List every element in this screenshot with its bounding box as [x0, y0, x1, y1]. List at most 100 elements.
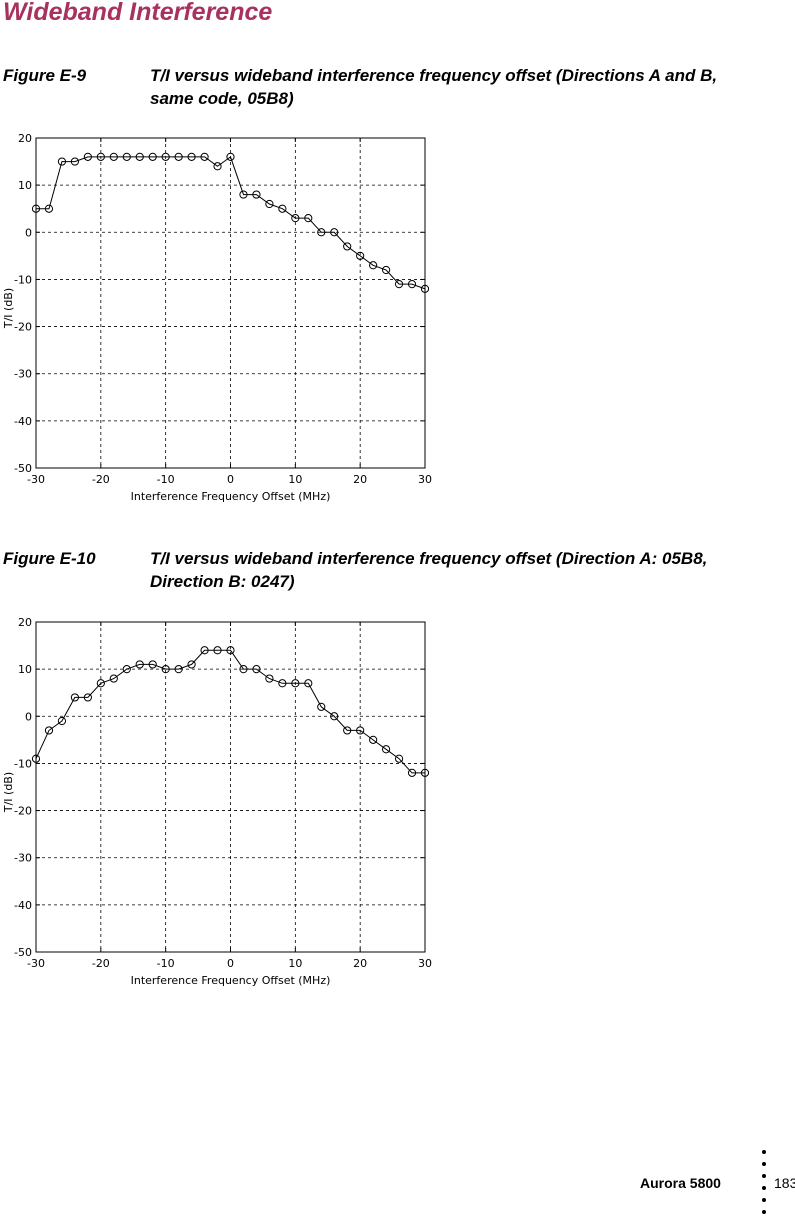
- figure-label: Figure E-10: [3, 549, 96, 568]
- data-point: [226, 152, 235, 161]
- data-point: [407, 768, 417, 777]
- data-point: [174, 665, 183, 674]
- page-number: 183: [774, 1175, 795, 1191]
- data-point: [44, 726, 54, 735]
- data-point: [213, 162, 222, 171]
- data-point: [382, 745, 391, 754]
- figure-caption-text: T/I versus wideband interference frequen…: [150, 66, 718, 108]
- data-point: [135, 660, 144, 669]
- data-point: [369, 261, 378, 270]
- y-tick-label: -10: [14, 273, 32, 286]
- y-tick-label: 10: [18, 179, 32, 192]
- data-point: [187, 660, 196, 669]
- data-point: [343, 242, 352, 251]
- data-point: [109, 674, 118, 683]
- data-point: [343, 726, 352, 735]
- data-point: [109, 152, 118, 161]
- y-tick-label: -40: [14, 899, 32, 912]
- data-point: [407, 280, 417, 289]
- y-tick-label: -30: [14, 368, 32, 381]
- data-point: [83, 693, 92, 702]
- x-axis-label: Interference Frequency Offset (MHz): [131, 490, 331, 503]
- series-line: [36, 156, 426, 290]
- series-line: [35, 649, 425, 774]
- figure-caption-text: T/I versus wideband interference frequen…: [150, 549, 708, 591]
- y-tick-label: -40: [14, 415, 32, 428]
- data-point: [304, 214, 313, 223]
- data-point: [44, 204, 54, 213]
- leader-dot: [762, 1186, 766, 1190]
- x-tick-label: 20: [353, 473, 367, 486]
- x-tick-label: -30: [27, 957, 45, 970]
- data-point: [382, 265, 391, 275]
- data-point: [135, 152, 144, 161]
- y-axis-label: T/I (dB): [2, 288, 15, 329]
- grid-lines: [36, 138, 425, 468]
- y-tick-label: -20: [14, 805, 32, 818]
- data-point: [122, 665, 131, 674]
- data-point: [330, 228, 339, 237]
- x-tick-label: 20: [353, 957, 367, 970]
- data-point: [57, 157, 67, 166]
- chart-svg: -30 -20 -10 0 10 20 30 20 10 0 -10 -20 -30 -40 -50 Inte…: [2, 616, 432, 987]
- leader-dot: [762, 1150, 766, 1154]
- data-point: [317, 228, 326, 237]
- data-point: [31, 754, 41, 763]
- x-axis-label: Interference Frequency Offset (MHz): [131, 974, 331, 987]
- data-point: [317, 702, 326, 711]
- section-title: Wideband Interference: [3, 0, 273, 26]
- y-tick-label: 0: [25, 710, 32, 723]
- data-point: [200, 646, 209, 655]
- x-tick-label: -10: [157, 957, 175, 970]
- y-tick-label: -50: [14, 946, 32, 959]
- data-point: [187, 152, 196, 161]
- y-tick-label: 20: [18, 132, 32, 145]
- data-point: [148, 152, 157, 161]
- x-tick-label: 30: [418, 957, 432, 970]
- y-axis-label: T/I (dB): [2, 772, 15, 813]
- data-point: [31, 204, 41, 213]
- data-point: [122, 152, 131, 161]
- grid-lines: [36, 622, 425, 952]
- data-point: [291, 214, 300, 223]
- x-tick-label: -20: [92, 473, 110, 486]
- data-point: [420, 768, 430, 777]
- leader-dot: [762, 1174, 766, 1178]
- x-tick-label: -20: [92, 957, 110, 970]
- data-point: [278, 204, 287, 213]
- data-point: [394, 280, 404, 289]
- x-tick-label: 10: [288, 473, 302, 486]
- data-point: [291, 679, 300, 688]
- leader-dot: [762, 1162, 766, 1166]
- data-point: [96, 152, 105, 161]
- footer-product-name: Aurora 5800: [640, 1175, 721, 1191]
- x-tick-label: 30: [418, 473, 432, 486]
- y-tick-label: -30: [14, 852, 32, 865]
- data-point: [226, 646, 235, 655]
- data-point: [252, 665, 261, 674]
- y-tick-label: 0: [25, 226, 32, 239]
- chart-svg: -30 -20 -10 0 10 20 30 20 10 0 -10 -20 -30 -40 -50 Inte…: [2, 132, 432, 503]
- data-point: [420, 284, 430, 293]
- data-point: [213, 646, 222, 655]
- data-point: [70, 157, 80, 166]
- data-point: [161, 665, 170, 674]
- data-point: [330, 712, 339, 721]
- data-point: [252, 190, 261, 199]
- data-point: [278, 679, 287, 688]
- data-point: [356, 726, 365, 735]
- y-tick-label: -20: [14, 321, 32, 334]
- x-tick-label: 10: [288, 957, 302, 970]
- leader-dot: [762, 1210, 766, 1214]
- x-tick-label: 0: [227, 957, 234, 970]
- chart-figure-e9: -30 -20 -10 0 10 20 30 20 10 0 -10 -20 -30 -40 -50 Inte…: [0, 122, 440, 512]
- data-point: [148, 660, 157, 669]
- y-tick-label: 20: [18, 616, 32, 629]
- x-tick-label: -30: [27, 473, 45, 486]
- data-point: [265, 199, 274, 209]
- leader-dot: [762, 1198, 766, 1202]
- data-point: [265, 674, 274, 683]
- figure-label: Figure E-9: [3, 66, 87, 85]
- data-point: [239, 190, 248, 199]
- data-point: [200, 152, 209, 161]
